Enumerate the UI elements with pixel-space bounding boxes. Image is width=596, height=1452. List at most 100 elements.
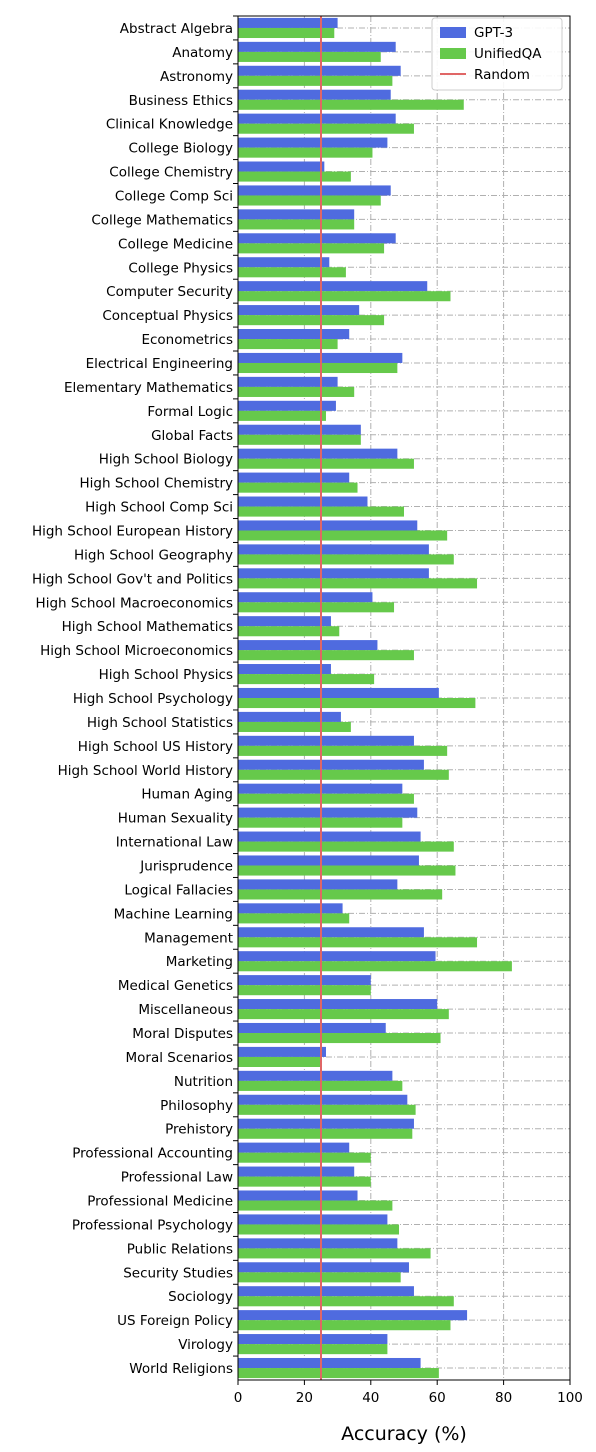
category-label: High School World History: [58, 763, 233, 779]
bar-unifiedqa: [238, 721, 351, 732]
category-label: Conceptual Physics: [102, 308, 233, 324]
bar-gpt3: [238, 376, 338, 387]
category-label: Formal Logic: [147, 404, 233, 420]
bar-unifiedqa: [238, 195, 381, 206]
bar-gpt3: [238, 1334, 388, 1345]
bar-unifiedqa: [238, 674, 375, 685]
bar-unifiedqa: [238, 745, 448, 756]
bar-unifiedqa: [238, 458, 414, 469]
category-label: College Chemistry: [109, 165, 233, 181]
category-label: Professional Psychology: [72, 1217, 233, 1233]
bars: [238, 17, 512, 1379]
bar-gpt3: [238, 592, 373, 603]
category-label: College Mathematics: [91, 212, 233, 228]
bar-unifiedqa: [238, 650, 414, 661]
bar-gpt3: [238, 1190, 358, 1201]
bar-gpt3: [238, 1070, 393, 1081]
bar-unifiedqa: [238, 626, 340, 637]
bar-gpt3: [238, 329, 350, 340]
bar-unifiedqa: [238, 1033, 441, 1044]
category-label: Professional Accounting: [72, 1146, 233, 1162]
bar-gpt3: [238, 448, 398, 459]
bar-unifiedqa: [238, 913, 350, 924]
bar-gpt3: [238, 17, 338, 28]
x-tick-labels: 0 20 40 60 80 100: [234, 1390, 583, 1406]
bar-gpt3: [238, 975, 371, 986]
bar-gpt3: [238, 807, 418, 818]
category-label: Miscellaneous: [138, 1002, 233, 1018]
bar-gpt3: [238, 472, 350, 483]
category-label: Professional Medicine: [87, 1194, 233, 1210]
category-label: Security Studies: [123, 1265, 233, 1281]
bar-gpt3: [238, 1142, 350, 1153]
bar-unifiedqa: [238, 1176, 371, 1187]
bar-unifiedqa: [238, 530, 448, 541]
bar-unifiedqa: [238, 99, 464, 110]
category-label: High School Gov't and Politics: [32, 571, 233, 587]
category-label: High School Mathematics: [62, 619, 233, 635]
category-label: US Foreign Policy: [117, 1313, 233, 1329]
category-label: Moral Scenarios: [126, 1050, 234, 1066]
bar-unifiedqa: [238, 1200, 393, 1211]
bar-unifiedqa: [238, 123, 414, 134]
x-tick-label: 60: [429, 1390, 446, 1406]
bar-unifiedqa: [238, 243, 385, 254]
category-label: High School Psychology: [73, 691, 233, 707]
bar-gpt3: [238, 903, 343, 914]
x-tick-label: 40: [362, 1390, 379, 1406]
category-label: Public Relations: [127, 1241, 233, 1257]
bar-unifiedqa: [238, 339, 338, 350]
category-label: Moral Disputes: [132, 1026, 233, 1042]
category-label: Anatomy: [172, 45, 233, 61]
bar-gpt3: [238, 137, 388, 148]
x-tick-label: 100: [557, 1390, 583, 1406]
bar-gpt3: [238, 855, 419, 866]
bar-gpt3: [238, 400, 336, 411]
bar-gpt3: [238, 1166, 355, 1177]
bar-unifiedqa: [238, 841, 454, 852]
bar-unifiedqa: [238, 27, 335, 39]
bar-gpt3: [238, 640, 378, 651]
bar-gpt3: [238, 711, 341, 722]
bar-unifiedqa: [238, 1320, 451, 1331]
category-label: Astronomy: [160, 69, 233, 85]
category-label: Human Aging: [141, 787, 233, 803]
bar-unifiedqa: [238, 1224, 400, 1235]
legend: GPT-3 UnifiedQA Random: [431, 17, 563, 91]
bar-unifiedqa: [238, 1128, 413, 1139]
bar-gpt3: [238, 520, 418, 531]
bar-unifiedqa: [238, 1248, 431, 1259]
category-label: High School Physics: [99, 667, 233, 683]
bar-gpt3: [238, 185, 391, 196]
bar-gpt3: [238, 1310, 468, 1321]
category-label: College Comp Sci: [115, 188, 233, 204]
bar-gpt3: [238, 1238, 398, 1249]
category-label: World Religions: [129, 1361, 233, 1377]
category-label: Econometrics: [141, 332, 233, 348]
bar-gpt3: [238, 831, 421, 842]
x-tick-label: 80: [495, 1390, 512, 1406]
category-label: Machine Learning: [114, 906, 233, 922]
bar-gpt3: [238, 687, 439, 698]
bar-gpt3: [238, 735, 414, 746]
bar-gpt3: [238, 951, 436, 962]
category-label: Computer Security: [106, 284, 233, 300]
category-label: Virology: [178, 1337, 233, 1353]
bar-gpt3: [238, 281, 428, 292]
category-label: High School Microeconomics: [40, 643, 233, 659]
bar-gpt3: [238, 233, 396, 244]
legend-swatch-unifiedqa: [440, 48, 466, 59]
bar-unifiedqa: [238, 1272, 401, 1283]
category-label: Abstract Algebra: [120, 21, 233, 37]
bar-gpt3: [238, 759, 424, 770]
bar-unifiedqa: [238, 1296, 454, 1307]
category-label: High School European History: [32, 523, 233, 539]
category-label: High School Chemistry: [80, 476, 233, 492]
category-label: Jurisprudence: [139, 859, 233, 875]
bar-unifiedqa: [238, 985, 371, 996]
category-label: High School Macroeconomics: [36, 595, 233, 611]
bar-gpt3: [238, 424, 361, 435]
category-label: Management: [144, 930, 233, 946]
category-label: Philosophy: [160, 1098, 233, 1114]
bar-unifiedqa: [238, 291, 451, 302]
